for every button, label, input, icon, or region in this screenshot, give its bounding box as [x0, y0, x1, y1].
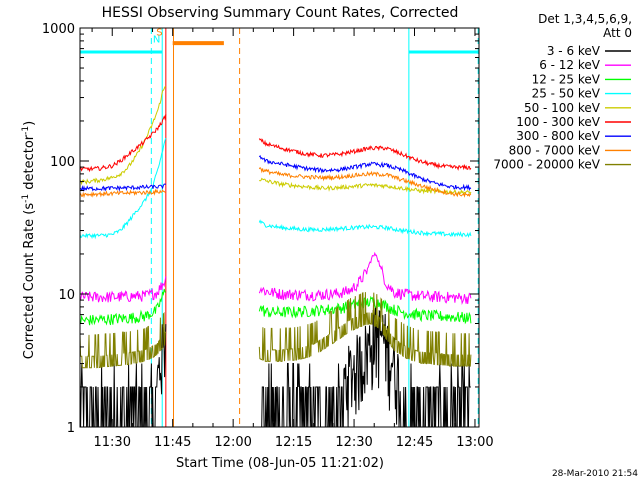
legend-title-line-2: Att 0 — [603, 26, 632, 40]
y-tick-label-1: 10 — [58, 288, 75, 303]
series-3-segment-0 — [79, 137, 167, 240]
series-6-segment-1 — [258, 154, 472, 192]
series-5-segment-0 — [79, 114, 167, 173]
legend-label-2: 12 - 25 keV — [532, 72, 601, 86]
y-tick-label-2: 100 — [50, 155, 75, 170]
series-5-segment-1 — [258, 138, 472, 171]
legend-label-8: 7000 - 20000 keV — [493, 158, 600, 172]
series-1-segment-0 — [79, 276, 167, 303]
legend-label-5: 100 - 300 keV — [516, 115, 600, 129]
flag-letters: SN — [153, 27, 163, 45]
x-tick-label-2: 12:00 — [214, 435, 251, 450]
flag-letter-0: S — [156, 27, 162, 38]
plot-area: SN — [79, 27, 479, 428]
y-axis: 1 10 100 1000 — [42, 22, 479, 436]
y-axis-label-mid: detector — [22, 134, 37, 194]
legend-label-7: 800 - 7000 keV — [509, 143, 601, 157]
series-7-segment-0 — [79, 188, 167, 199]
y-axis-label-main: Corrected Count Rate (s — [22, 203, 37, 360]
series-6-segment-0 — [79, 183, 167, 192]
legend-label-3: 25 - 50 keV — [532, 87, 601, 101]
legend-title-line-1: Det 1,3,4,5,6,9, — [538, 12, 632, 26]
x-axis-label: Start Time (08-Jun-05 11:21:02) — [176, 456, 384, 471]
legend-label-0: 3 - 6 keV — [547, 44, 601, 58]
flag-letter-1: N — [153, 34, 160, 45]
x-tick-label-1: 11:45 — [154, 435, 191, 450]
series-3-segment-1 — [258, 219, 472, 238]
y-tick-label-3: 1000 — [42, 22, 75, 37]
legend-label-1: 6 - 12 keV — [539, 58, 601, 72]
timestamp: 28-Mar-2010 21:54 — [552, 469, 638, 479]
series-4-segment-0 — [79, 86, 166, 186]
y-axis-label: Corrected Count Rate (s-1 detector-1) — [21, 121, 37, 359]
series-8-segment-1 — [258, 292, 472, 367]
legend-label-4: 50 - 100 keV — [524, 101, 601, 115]
legend-label-6: 300 - 800 keV — [516, 129, 600, 143]
y-axis-label-sup1: -1 — [21, 194, 31, 203]
y-tick-label-0: 1 — [67, 421, 75, 436]
series-7-segment-1 — [258, 166, 472, 198]
y-axis-label-sup2: -1 — [21, 126, 31, 135]
series-8-segment-0 — [79, 311, 167, 369]
series-1-segment-1 — [258, 251, 472, 305]
series-0-segment-0 — [79, 324, 167, 428]
flag-vertical-lines — [150, 28, 479, 427]
series-2-segment-0 — [79, 288, 167, 326]
x-tick-label-4: 12:30 — [335, 435, 372, 450]
plot-frame — [79, 27, 480, 428]
chart-title: HESSI Observing Summary Count Rates, Cor… — [102, 5, 459, 21]
x-tick-label-3: 12:15 — [275, 435, 312, 450]
y-axis-label-end: ) — [22, 121, 37, 126]
x-tick-label-5: 12:45 — [396, 435, 433, 450]
x-tick-label-0: 11:30 — [94, 435, 131, 450]
flag-bars — [80, 41, 479, 54]
x-axis: 11:30 11:45 12:00 12:15 12:30 12:45 13:00 — [91, 28, 494, 450]
x-tick-label-6: 13:00 — [456, 435, 493, 450]
data-series — [79, 86, 472, 428]
